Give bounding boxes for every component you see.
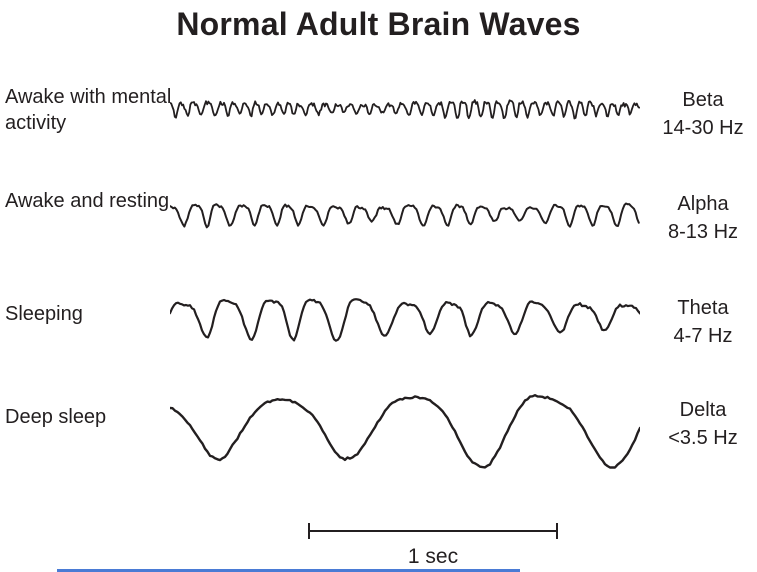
band-name-delta: Delta	[679, 399, 727, 421]
scale-bar-label: 1 sec	[407, 545, 459, 568]
band-name-theta: Theta	[677, 297, 729, 319]
time-scale-bar	[308, 523, 558, 539]
band-freq-theta: 4-7 Hz	[673, 325, 733, 347]
scale-tick-right	[556, 523, 558, 539]
alpha-wave	[170, 202, 640, 229]
band-freq-beta: 14-30 Hz	[662, 117, 744, 139]
band-name-alpha: Alpha	[677, 193, 729, 215]
bottom-blue-line	[57, 569, 520, 572]
band-freq-alpha: 8-13 Hz	[667, 221, 739, 243]
state-label-theta: Sleeping	[5, 303, 83, 325]
state-label-beta: Awake with mental activity	[5, 86, 172, 134]
scale-bar-line	[308, 530, 558, 532]
state-label-delta: Deep sleep	[5, 406, 107, 428]
band-label-delta: Delta <3.5 Hz	[650, 396, 756, 452]
band-label-beta: Beta 14-30 Hz	[650, 86, 756, 142]
delta-wave	[170, 394, 640, 469]
band-label-theta: Theta 4-7 Hz	[650, 294, 756, 350]
band-freq-delta: <3.5 Hz	[668, 427, 738, 449]
beta-wave	[170, 99, 640, 120]
state-label-alpha: Awake and resting	[5, 190, 170, 212]
page-title: Normal Adult Brain Waves	[176, 6, 581, 42]
band-label-alpha: Alpha 8-13 Hz	[650, 190, 756, 246]
band-name-beta: Beta	[682, 89, 724, 111]
theta-wave	[170, 298, 640, 342]
